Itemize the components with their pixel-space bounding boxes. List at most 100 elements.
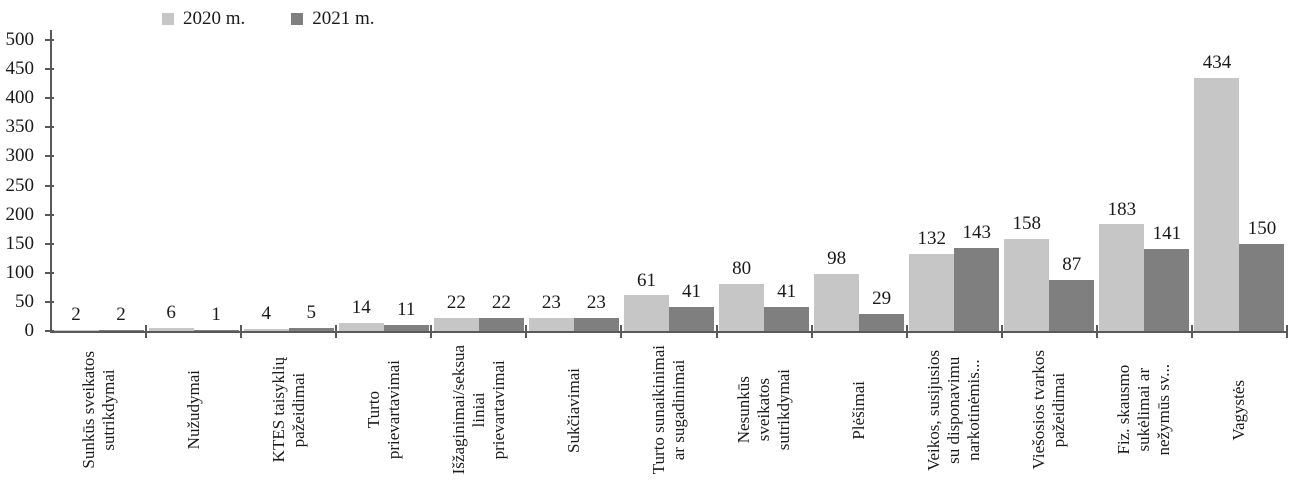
y-tick-label: 50 xyxy=(15,290,34,312)
x-category-slot-4: Išžaginimai/seksua liniai prievartavimai xyxy=(431,338,526,482)
bar-value-label: 4 xyxy=(261,302,271,324)
legend-label: 2021 m. xyxy=(312,8,375,29)
bar-2020m-1 xyxy=(148,327,194,331)
x-category-slot-6: Turto sunaikinimai ar sugadinimai xyxy=(621,338,716,482)
x-category-slot-10: Viešosios tvarkos pažeidimai xyxy=(1002,338,1097,482)
y-axis-tick xyxy=(45,242,54,245)
y-tick-label: 250 xyxy=(5,174,35,196)
bar-2020m-12 xyxy=(1194,78,1240,331)
x-axis-tick xyxy=(1095,325,1098,338)
y-tick-label: 400 xyxy=(5,87,35,109)
bar-value-label: 87 xyxy=(1062,254,1082,276)
bar-value-label: 183 xyxy=(1107,198,1137,220)
legend-swatch-icon xyxy=(291,13,304,25)
bar-2020m-6 xyxy=(624,295,669,331)
bar-value-label: 29 xyxy=(872,288,892,310)
x-category-slot-0: Sunkūs sveikatos sutrikdymai xyxy=(51,338,146,482)
bar-2020m-10 xyxy=(1004,239,1050,331)
x-category-label: Fiz. skausmo sukėlimai ar nežymūs sv... xyxy=(1114,364,1174,456)
bar-2020m-4 xyxy=(433,318,479,331)
x-axis-tick xyxy=(240,325,243,338)
y-axis-tick xyxy=(45,213,54,216)
x-category-label: Nesunkūs sveikatos sutrikdymai xyxy=(734,369,794,451)
x-category-slot-12: Vagystės xyxy=(1192,338,1287,482)
bar-2021m-4 xyxy=(478,318,524,331)
bar-2021m-2 xyxy=(288,328,334,331)
bar-2020m-5 xyxy=(528,317,574,331)
bar-2020m-7 xyxy=(719,284,765,331)
x-category-slot-11: Fiz. skausmo sukėlimai ar nežymūs sv... xyxy=(1097,338,1192,482)
bar-2021m-5 xyxy=(573,317,619,331)
x-category-slot-5: Sukčiavimai xyxy=(526,338,621,482)
bar-value-label: 1 xyxy=(211,304,221,325)
x-category-slot-9: Veikos, susijusios su disponavimu narkot… xyxy=(907,338,1002,482)
y-axis-tick xyxy=(45,126,54,129)
bar-2021m-8 xyxy=(859,314,905,331)
y-tick-label: 300 xyxy=(5,145,35,167)
bar-value-label: 158 xyxy=(1012,213,1042,235)
bar-2021m-11 xyxy=(1144,248,1190,331)
x-category-slot-1: Nužudymai xyxy=(146,338,241,482)
bar-value-label: 80 xyxy=(732,258,752,280)
bar-value-label: 98 xyxy=(827,247,847,269)
y-tick-label: 100 xyxy=(5,261,35,283)
bar-value-label: 22 xyxy=(446,292,466,314)
x-category-label: Veikos, susijusios su disponavimu narkot… xyxy=(924,349,984,471)
y-axis-tick xyxy=(45,330,54,332)
x-axis-tick xyxy=(810,325,813,338)
bar-2021m-3 xyxy=(383,324,429,331)
x-category-slot-3: Turto prievartavimai xyxy=(336,338,431,482)
x-category-label: Plėšimai xyxy=(849,380,869,440)
y-axis-tick xyxy=(45,271,54,274)
bar-value-label: 41 xyxy=(682,281,701,303)
x-axis-tick xyxy=(335,325,338,338)
bar-2021m-7 xyxy=(764,307,810,331)
bar-value-label: 6 xyxy=(166,301,176,323)
y-axis-tick xyxy=(45,68,54,71)
x-category-label: Nužudymai xyxy=(183,370,203,450)
bar-2020m-8 xyxy=(814,273,860,331)
y-tick-label: 350 xyxy=(5,116,35,138)
x-axis-tick xyxy=(905,325,908,338)
y-axis-tick xyxy=(45,97,54,100)
bar-value-label: 150 xyxy=(1247,217,1277,239)
legend-swatch-icon xyxy=(162,13,174,25)
y-tick-label: 450 xyxy=(5,58,35,80)
bar-value-label: 23 xyxy=(541,291,561,313)
x-category-label: KTES taisyklių pažeidimai xyxy=(268,357,308,463)
x-category-label: Vagystės xyxy=(1229,379,1249,441)
bar-value-label: 23 xyxy=(586,291,606,313)
bar-value-label: 2 xyxy=(71,303,81,325)
x-category-label: Turto sunaikinimai ar sugadinimai xyxy=(649,345,688,475)
bar-value-label: 141 xyxy=(1152,222,1182,244)
x-category-slot-2: KTES taisyklių pažeidimai xyxy=(241,338,336,482)
bar-value-label: 5 xyxy=(306,302,316,324)
x-axis-tick xyxy=(1190,325,1193,338)
bar-2021m-6 xyxy=(669,307,714,331)
y-tick-label: 0 xyxy=(24,320,35,341)
y-tick-label: 150 xyxy=(5,232,35,254)
x-axis-tick xyxy=(620,325,623,338)
y-axis-tick xyxy=(45,39,54,41)
bar-2021m-1 xyxy=(193,330,239,331)
bar-value-label: 61 xyxy=(637,269,656,291)
bar-2020m-9 xyxy=(909,254,955,331)
legend-item-2021m: 2021 m. xyxy=(291,8,375,30)
y-axis-tick xyxy=(45,300,54,303)
y-axis-tick xyxy=(45,155,54,158)
x-category-label: Viešosios tvarkos pažeidimai xyxy=(1029,350,1069,470)
x-axis-tick xyxy=(145,325,148,338)
y-axis-tick xyxy=(45,184,54,187)
bar-2020m-11 xyxy=(1099,224,1145,331)
bar-value-label: 22 xyxy=(491,292,511,314)
bar-2021m-0 xyxy=(98,329,144,331)
x-axis-tick xyxy=(715,325,718,338)
bar-value-label: 132 xyxy=(917,228,946,250)
legend-item-2020m: 2020 m. xyxy=(162,8,245,30)
bar-value-label: 11 xyxy=(397,298,416,320)
bar-value-label: 41 xyxy=(777,281,797,303)
y-axis-line xyxy=(50,30,52,333)
x-category-slot-8: Plėšimai xyxy=(812,338,907,482)
